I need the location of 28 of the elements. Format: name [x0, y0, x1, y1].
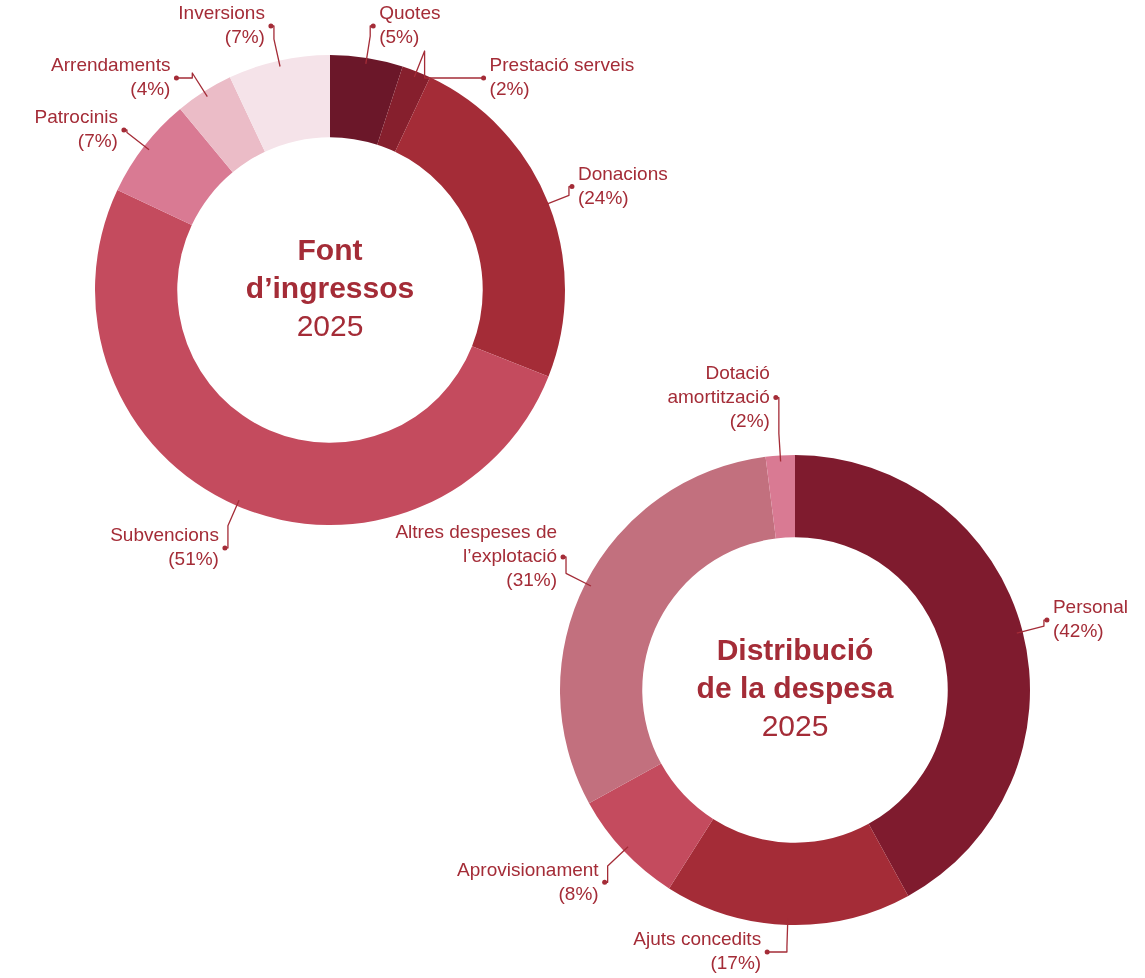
data-label: (7%): [77, 130, 118, 152]
slice-label: Inversions: [178, 2, 265, 24]
data-label: (8%): [558, 882, 599, 904]
data-label: (24%): [577, 186, 629, 208]
slice-label: Dotació amortització: [667, 361, 770, 407]
data-label: (51%): [168, 548, 219, 570]
slice-label: Ajuts concedits: [633, 928, 762, 950]
data-label: (42%): [1052, 620, 1104, 642]
data-label: (2%): [489, 78, 530, 100]
slice-label: Patrocinis: [34, 106, 118, 128]
text: 2025: [296, 309, 364, 343]
data-label: (31%): [506, 569, 558, 591]
text: 2025: [761, 709, 829, 743]
slice-label: Arrendaments: [51, 54, 171, 76]
slice-label: Aprovisionament: [457, 858, 600, 880]
data-label: (4%): [130, 78, 171, 100]
slice-label: Prestació serveis: [489, 54, 635, 76]
slice-label: Donacions: [577, 162, 668, 184]
slice-label: Quotes: [379, 2, 441, 24]
text: Font d’ingressos: [245, 233, 415, 305]
data-label: (7%): [224, 26, 265, 48]
slice-label: Personal: [1052, 596, 1128, 618]
slice-label: Altres despeses de l’explotació: [395, 521, 558, 567]
data-label: (2%): [729, 409, 770, 431]
slice-label: Subvencions: [110, 524, 219, 546]
data-label: (5%): [379, 26, 420, 48]
data-label: (17%): [710, 952, 762, 974]
text: Distribució de la despesa: [696, 633, 894, 705]
